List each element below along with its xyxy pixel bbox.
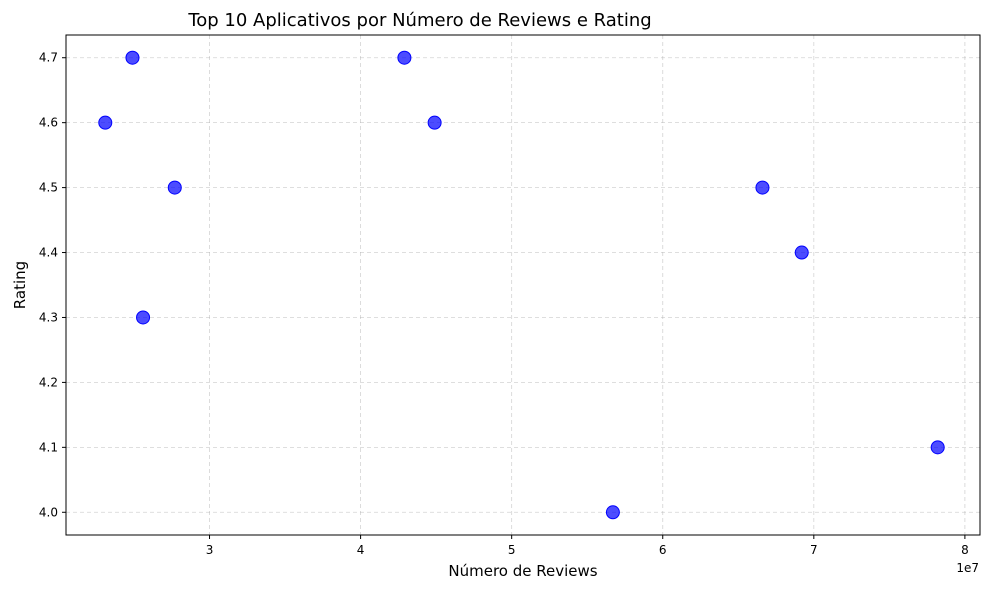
scatter-point — [98, 115, 113, 130]
y-tick-label: 4.2 — [39, 375, 58, 389]
x-axis-title: Número de Reviews — [448, 562, 597, 580]
x-tick-label: 8 — [961, 543, 969, 557]
chart-title: Top 10 Aplicativos por Número de Reviews… — [187, 10, 651, 31]
y-tick-label: 4.1 — [39, 440, 58, 454]
data-points — [98, 50, 945, 520]
scatter-point — [794, 245, 809, 260]
scatter-point — [136, 310, 151, 325]
x-axis-offset-label: 1e7 — [956, 561, 979, 575]
y-axis-ticks: 4.0 4.1 4.2 4.3 4.4 4.5 4.6 4.7 — [39, 51, 66, 519]
scatter-point — [605, 505, 620, 520]
y-tick-label: 4.5 — [39, 181, 58, 195]
scatter-point — [125, 50, 140, 65]
x-tick-label: 3 — [206, 543, 214, 557]
x-tick-label: 7 — [810, 543, 818, 557]
grid — [66, 35, 980, 535]
y-tick-label: 4.7 — [39, 51, 58, 65]
x-tick-label: 4 — [357, 543, 365, 557]
x-tick-label: 5 — [508, 543, 516, 557]
scatter-point — [427, 115, 442, 130]
y-tick-label: 4.6 — [39, 116, 58, 130]
x-axis-ticks: 3 4 5 6 7 8 — [206, 535, 969, 557]
y-tick-label: 4.4 — [39, 246, 58, 260]
y-axis-title: Rating — [11, 261, 29, 309]
y-tick-label: 4.0 — [39, 505, 58, 519]
scatter-point — [397, 50, 412, 65]
scatter-point — [755, 180, 770, 195]
scatter-point — [167, 180, 182, 195]
plot-frame — [65, 34, 981, 536]
x-tick-label: 6 — [659, 543, 667, 557]
scatter-point — [930, 440, 945, 455]
y-tick-label: 4.3 — [39, 310, 58, 324]
